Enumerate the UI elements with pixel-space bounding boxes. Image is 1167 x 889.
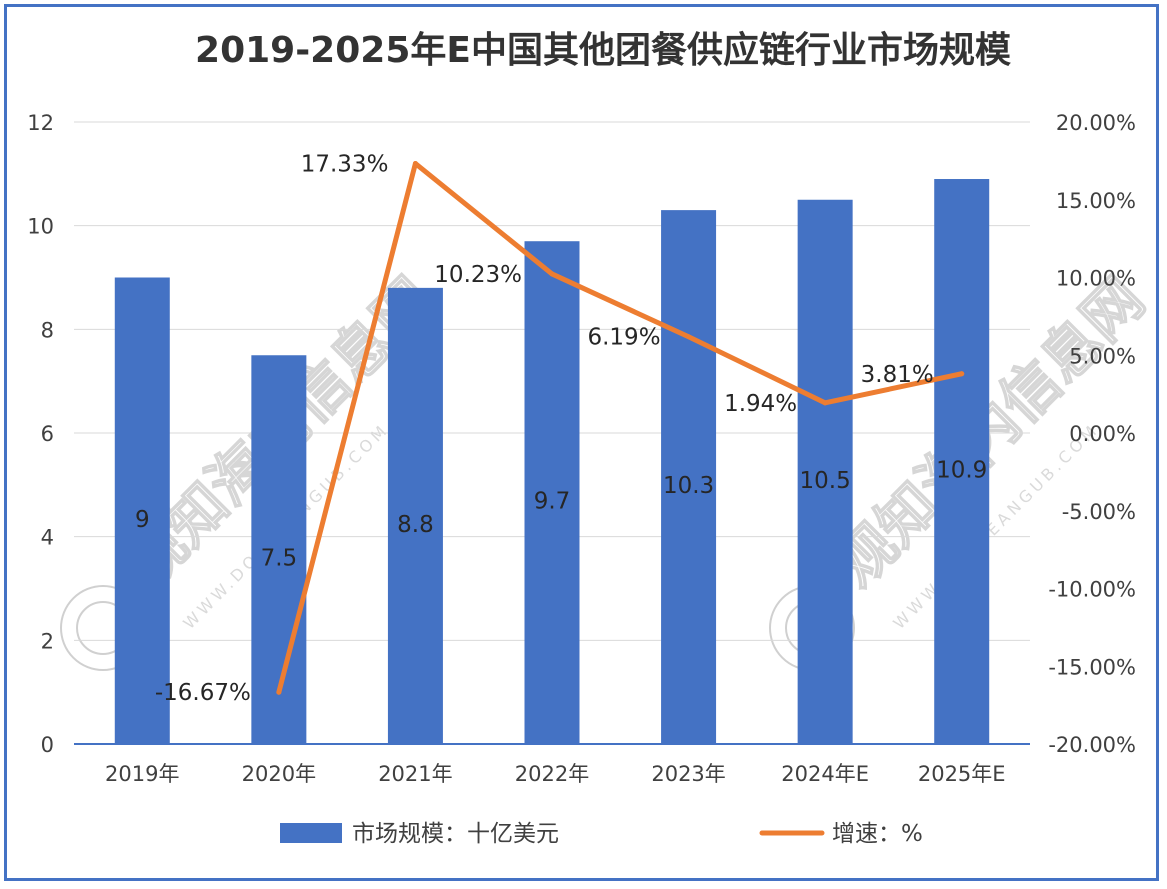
x-tick-label: 2020年 xyxy=(242,762,316,786)
bar-data-label: 8.8 xyxy=(397,512,434,538)
x-tick-label: 2024年E xyxy=(781,762,869,786)
bar xyxy=(387,287,443,744)
line-point xyxy=(412,161,418,167)
line-data-label: 3.81% xyxy=(861,362,934,388)
right-tick-label: 20.00% xyxy=(1056,111,1136,135)
line-data-label: -16.67% xyxy=(155,680,251,706)
left-axis-ticks: 0 2 4 6 8 10 12 xyxy=(27,111,54,757)
bar-data-label: 10.9 xyxy=(936,458,987,484)
x-axis-ticks: 2019年 2020年 2021年 2022年 2023年 2024年E 2025年E xyxy=(105,762,1006,786)
left-tick-label: 6 xyxy=(41,422,54,446)
right-tick-label: -20.00% xyxy=(1048,733,1136,757)
line-series xyxy=(276,161,965,695)
left-tick-label: 2 xyxy=(41,629,54,653)
bar xyxy=(661,210,717,744)
legend: 市场规模：十亿美元 增速：% xyxy=(280,821,923,847)
bar-data-label: 7.5 xyxy=(261,546,298,572)
line-point xyxy=(686,334,692,340)
growth-line xyxy=(276,161,965,695)
bar-labels: 9 7.5 8.8 9.7 10.3 10.5 10.9 xyxy=(135,458,987,572)
bar-data-label: 9.7 xyxy=(534,489,571,515)
right-tick-label: 5.00% xyxy=(1069,344,1136,368)
bar xyxy=(797,199,853,744)
line-point xyxy=(959,371,965,377)
right-tick-label: -15.00% xyxy=(1048,655,1136,679)
bar xyxy=(114,277,170,744)
left-tick-label: 10 xyxy=(27,215,54,239)
legend-line-label: 增速：% xyxy=(832,821,923,847)
left-tick-label: 12 xyxy=(27,111,54,135)
left-tick-label: 8 xyxy=(41,318,54,342)
right-axis-ticks: -20.00% -15.00% -10.00% -5.00% 0.00% 5.00% 10.… xyxy=(1048,111,1136,757)
bar-data-label: 10.3 xyxy=(663,473,714,499)
bar-data-label: 9 xyxy=(135,507,150,533)
right-tick-label: 0.00% xyxy=(1069,422,1136,446)
right-tick-label: 15.00% xyxy=(1056,189,1136,213)
line-data-label: 10.23% xyxy=(434,262,522,288)
chart-title: 2019-2025年E中国其他团餐供应链行业市场规模 xyxy=(195,30,1011,71)
legend-bar-label: 市场规模：十亿美元 xyxy=(352,821,559,847)
x-tick-label: 2025年E xyxy=(918,762,1006,786)
bar-data-label: 10.5 xyxy=(800,468,851,494)
line-data-label: 17.33% xyxy=(301,152,389,178)
legend-bar-swatch xyxy=(280,823,342,843)
line-labels: -16.67% 17.33% 10.23% 6.19% 1.94% 3.81% xyxy=(155,152,934,707)
line-data-label: 6.19% xyxy=(587,325,660,351)
x-tick-label: 2021年 xyxy=(378,762,452,786)
bar xyxy=(934,179,990,744)
x-tick-label: 2022年 xyxy=(515,762,589,786)
bar xyxy=(251,355,307,744)
left-tick-label: 0 xyxy=(41,733,54,757)
line-point xyxy=(822,400,828,406)
line-data-label: 1.94% xyxy=(724,391,797,417)
x-tick-label: 2023年 xyxy=(651,762,725,786)
left-tick-label: 4 xyxy=(41,526,54,550)
x-tick-label: 2019年 xyxy=(105,762,179,786)
bar-series xyxy=(114,179,990,744)
right-tick-label: -5.00% xyxy=(1062,500,1136,524)
right-tick-label: -10.00% xyxy=(1048,578,1136,602)
right-tick-label: 10.00% xyxy=(1056,267,1136,291)
bar xyxy=(524,241,580,744)
line-point xyxy=(276,689,282,695)
line-point xyxy=(549,271,555,277)
